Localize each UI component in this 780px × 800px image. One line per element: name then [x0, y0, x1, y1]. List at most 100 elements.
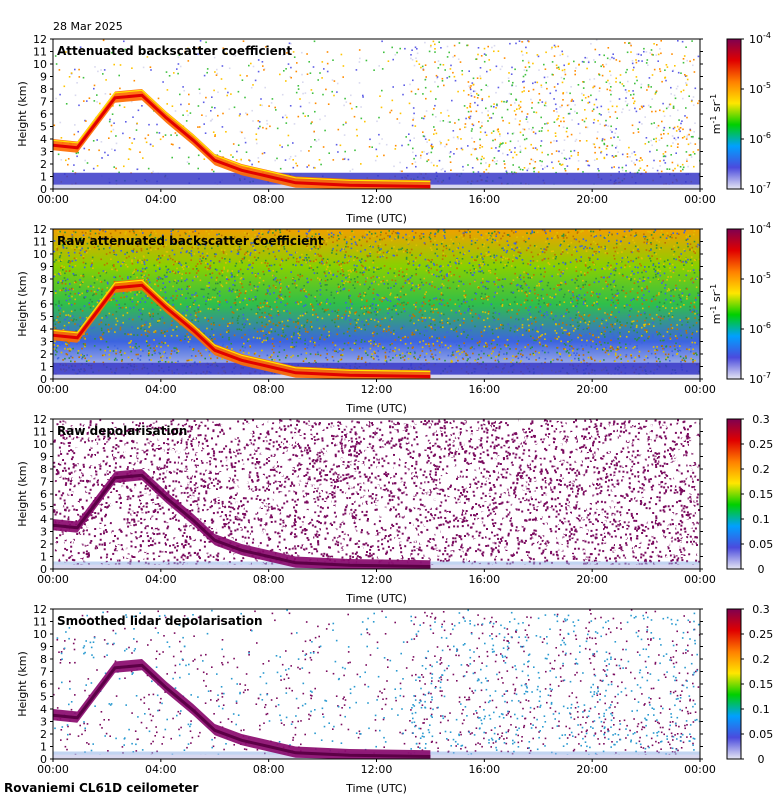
noise-point: [336, 275, 338, 278]
noise-point: [408, 133, 410, 135]
noise-point: [278, 351, 281, 353]
noise-point: [341, 280, 343, 282]
noise-point: [251, 163, 253, 166]
noise-point: [337, 329, 339, 331]
noise-point: [412, 79, 414, 82]
noise-point: [589, 247, 591, 249]
noise-point: [188, 103, 190, 105]
noise-point: [477, 358, 479, 360]
noise-point: [383, 347, 386, 349]
noise-point: [648, 290, 650, 293]
noise-point: [549, 338, 552, 340]
noise-point: [689, 128, 691, 131]
noise-point: [156, 304, 159, 306]
noise-point: [271, 326, 273, 328]
noise-point: [551, 46, 553, 49]
noise-point: [422, 135, 425, 137]
noise-point: [314, 167, 316, 169]
noise-point: [193, 310, 196, 312]
noise-point: [523, 90, 525, 92]
noise-point: [333, 297, 335, 299]
noise-point: [122, 292, 125, 294]
noise-point: [243, 342, 245, 345]
noise-point: [512, 164, 514, 166]
noise-point: [669, 333, 672, 336]
noise-point: [387, 60, 390, 62]
noise-point: [132, 249, 134, 252]
noise-point: [561, 69, 564, 72]
noise-point: [231, 316, 234, 319]
noise-point: [558, 289, 561, 291]
noise-point: [648, 77, 651, 79]
noise-point: [315, 300, 318, 302]
y-tick-label: 6: [40, 108, 47, 121]
noise-point: [559, 301, 561, 303]
noise-point: [102, 339, 104, 342]
noise-point: [509, 283, 512, 285]
noise-point: [524, 329, 526, 331]
noise-point: [464, 123, 467, 125]
noise-point: [506, 154, 509, 156]
noise-point: [632, 239, 634, 242]
noise-point: [483, 171, 485, 173]
noise-point: [457, 285, 460, 287]
noise-point: [224, 249, 226, 251]
noise-point: [84, 119, 86, 122]
noise-point: [652, 295, 655, 298]
noise-point: [404, 337, 406, 339]
noise-point: [499, 144, 501, 146]
noise-point: [131, 67, 133, 69]
noise-point: [505, 101, 508, 103]
noise-point: [110, 130, 113, 133]
noise-point: [461, 148, 464, 151]
noise-point: [86, 290, 89, 292]
noise-point: [675, 337, 677, 340]
noise-point: [199, 92, 201, 95]
noise-point: [263, 152, 266, 154]
noise-point: [614, 304, 617, 307]
noise-point: [528, 292, 531, 294]
noise-point: [120, 250, 122, 252]
noise-point: [515, 98, 517, 101]
noise-point: [418, 264, 421, 266]
noise-point: [255, 138, 258, 141]
noise-point: [414, 304, 417, 306]
noise-point: [553, 296, 556, 298]
noise-point: [425, 291, 427, 293]
noise-point: [560, 120, 562, 123]
noise-point: [264, 316, 266, 319]
noise-point: [654, 265, 657, 268]
noise-point: [539, 280, 541, 283]
noise-point: [609, 331, 612, 333]
noise-point: [393, 329, 395, 332]
noise-point: [280, 301, 282, 304]
noise-point: [619, 139, 621, 141]
colorbar-tick-label: 10-5: [749, 81, 771, 96]
noise-point: [692, 151, 695, 153]
noise-point: [536, 54, 539, 56]
noise-point: [481, 146, 484, 148]
noise-point: [475, 58, 477, 60]
noise-point: [541, 251, 544, 253]
noise-point: [132, 272, 134, 274]
noise-point: [598, 251, 600, 253]
noise-point: [519, 285, 522, 287]
noise-point: [100, 327, 103, 330]
noise-point: [262, 279, 265, 282]
noise-point: [432, 273, 435, 276]
noise-point: [153, 230, 156, 232]
noise-point: [484, 326, 486, 328]
noise-point: [433, 133, 435, 135]
noise-point: [244, 232, 246, 234]
noise-point: [366, 255, 369, 258]
noise-point: [63, 51, 65, 53]
noise-point: [294, 155, 297, 157]
noise-point: [617, 338, 619, 340]
noise-point: [332, 349, 334, 351]
noise-point: [672, 288, 674, 291]
noise-point: [516, 246, 518, 249]
noise-point: [584, 56, 586, 59]
noise-point: [398, 122, 401, 124]
noise-point: [341, 354, 344, 356]
noise-point: [436, 337, 438, 339]
